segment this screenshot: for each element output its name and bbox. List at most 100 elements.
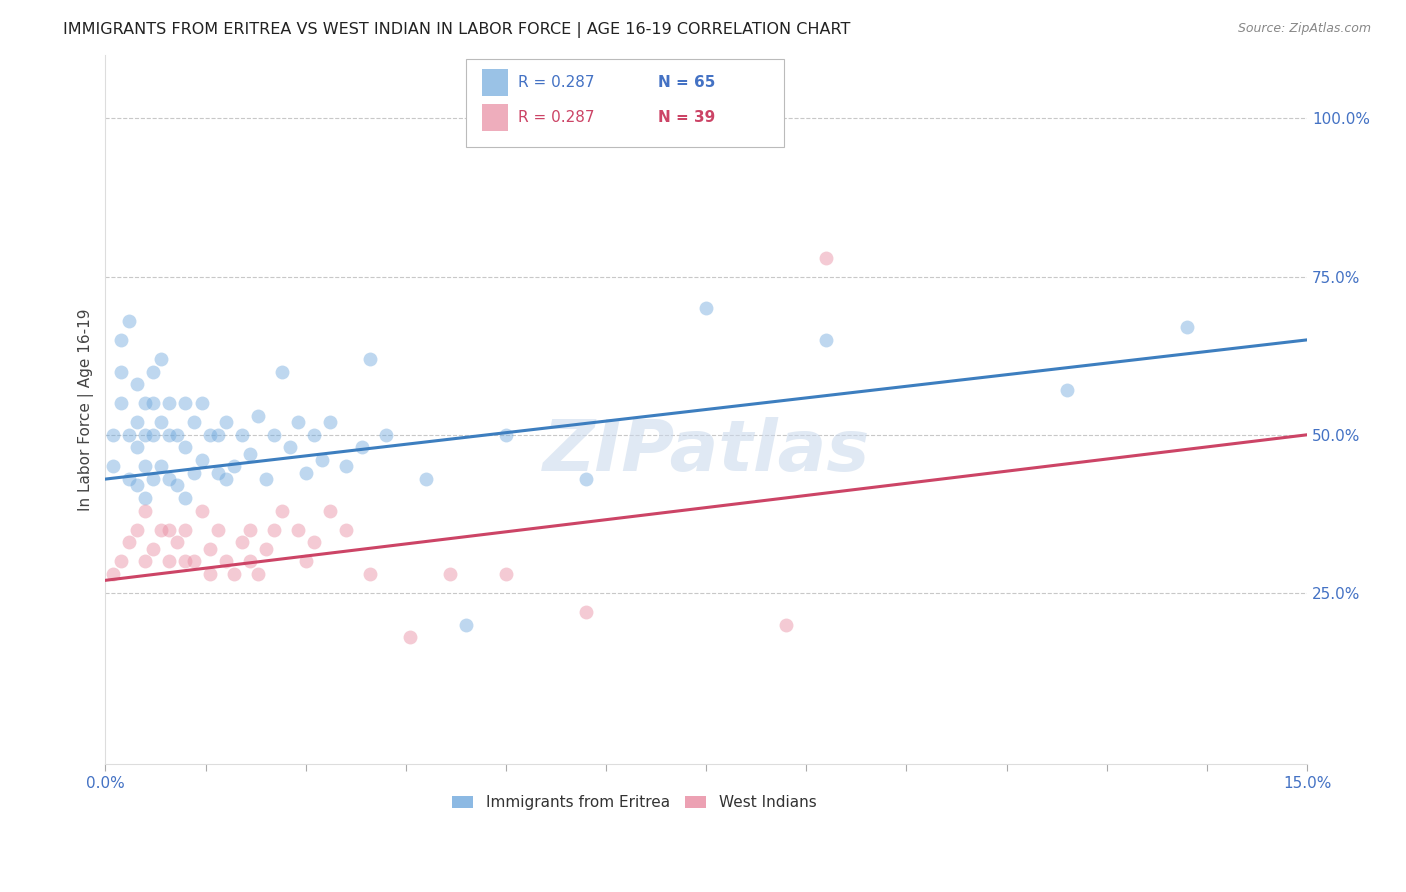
Point — [118, 472, 141, 486]
Point — [263, 427, 285, 442]
Text: Source: ZipAtlas.com: Source: ZipAtlas.com — [1237, 22, 1371, 36]
Text: ZIPatlas: ZIPatlas — [543, 417, 870, 486]
Point — [127, 441, 149, 455]
Point — [134, 459, 156, 474]
Point — [166, 478, 188, 492]
Point — [142, 472, 165, 486]
Point — [198, 541, 221, 556]
Point — [142, 541, 165, 556]
Point — [103, 566, 125, 581]
Point — [350, 441, 373, 455]
Point — [311, 453, 333, 467]
Point — [287, 523, 309, 537]
Point — [439, 566, 461, 581]
Point — [198, 566, 221, 581]
Point — [159, 472, 181, 486]
Point — [134, 504, 156, 518]
Point — [110, 364, 132, 378]
Point — [294, 466, 316, 480]
Point — [222, 566, 245, 581]
Point — [775, 617, 797, 632]
Point — [270, 364, 292, 378]
Point — [302, 535, 325, 549]
Point — [239, 523, 262, 537]
Point — [575, 472, 598, 486]
Point — [207, 523, 229, 537]
Point — [454, 617, 477, 632]
Point — [695, 301, 717, 316]
Point — [110, 554, 132, 568]
Point — [174, 554, 197, 568]
Point — [183, 466, 205, 480]
Point — [134, 491, 156, 505]
Point — [278, 441, 301, 455]
Point — [270, 504, 292, 518]
Point — [415, 472, 437, 486]
Point — [231, 427, 253, 442]
Point — [127, 523, 149, 537]
Point — [166, 535, 188, 549]
Point — [207, 466, 229, 480]
Point — [159, 554, 181, 568]
Point — [118, 314, 141, 328]
Legend: Immigrants from Eritrea, West Indians: Immigrants from Eritrea, West Indians — [446, 789, 823, 816]
Point — [183, 554, 205, 568]
Point — [142, 396, 165, 410]
Point — [127, 415, 149, 429]
Point — [103, 459, 125, 474]
Point — [1056, 384, 1078, 398]
Point — [110, 396, 132, 410]
Point — [159, 396, 181, 410]
Point — [335, 523, 357, 537]
Point — [815, 333, 838, 347]
Point — [254, 472, 277, 486]
Point — [222, 459, 245, 474]
FancyBboxPatch shape — [465, 59, 785, 147]
Point — [207, 427, 229, 442]
Point — [287, 415, 309, 429]
Point — [318, 504, 340, 518]
Point — [183, 415, 205, 429]
Point — [174, 523, 197, 537]
Point — [239, 447, 262, 461]
Point — [174, 396, 197, 410]
Point — [134, 427, 156, 442]
Point — [1175, 320, 1198, 334]
Point — [263, 523, 285, 537]
Point — [118, 427, 141, 442]
Bar — [481, 104, 508, 131]
Point — [150, 523, 173, 537]
Point — [254, 541, 277, 556]
Point — [495, 427, 517, 442]
Point — [335, 459, 357, 474]
Point — [359, 566, 381, 581]
Point — [359, 351, 381, 366]
Point — [127, 478, 149, 492]
Y-axis label: In Labor Force | Age 16-19: In Labor Force | Age 16-19 — [79, 309, 94, 511]
Point — [103, 427, 125, 442]
Point — [246, 566, 269, 581]
Point — [318, 415, 340, 429]
Text: N = 39: N = 39 — [658, 110, 716, 125]
Point — [294, 554, 316, 568]
Point — [214, 415, 236, 429]
Point — [239, 554, 262, 568]
Point — [150, 459, 173, 474]
Text: IMMIGRANTS FROM ERITREA VS WEST INDIAN IN LABOR FORCE | AGE 16-19 CORRELATION CH: IMMIGRANTS FROM ERITREA VS WEST INDIAN I… — [63, 22, 851, 38]
Point — [198, 427, 221, 442]
Point — [159, 427, 181, 442]
Point — [495, 566, 517, 581]
Point — [127, 377, 149, 392]
Point — [118, 535, 141, 549]
Point — [190, 504, 212, 518]
Bar — [481, 69, 508, 95]
Text: R = 0.287: R = 0.287 — [517, 110, 595, 125]
Point — [398, 630, 420, 644]
Point — [302, 427, 325, 442]
Point — [150, 351, 173, 366]
Point — [150, 415, 173, 429]
Point — [159, 523, 181, 537]
Point — [214, 472, 236, 486]
Point — [142, 364, 165, 378]
Point — [110, 333, 132, 347]
